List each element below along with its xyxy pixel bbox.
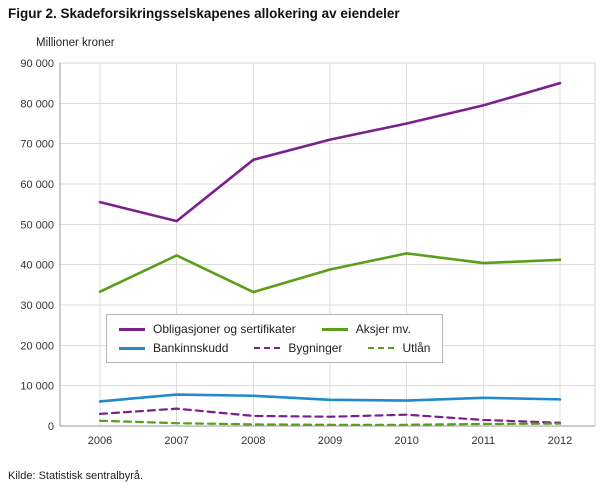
x-axis-tick-label: 2007 [164, 435, 188, 447]
legend-line-sample [254, 347, 281, 349]
legend-line-sample [321, 327, 348, 331]
y-axis-tick-label: 70 000 [20, 139, 54, 151]
x-axis-tick-label: 2011 [472, 435, 496, 447]
y-axis-unit-label: Millioner kroner [36, 37, 115, 49]
series-line [98, 393, 562, 403]
y-axis-tick-label: 60 000 [20, 179, 54, 191]
legend-item: Bygninger [254, 341, 342, 355]
legend-label: Obligasjoner og sertifikater [153, 322, 296, 336]
y-axis-tick-label: 30 000 [20, 300, 54, 312]
legend-label: Utlån [402, 341, 431, 355]
legend-line-sample [368, 347, 395, 349]
plot-frame [59, 62, 596, 427]
legend-item: Aksjer mv. [321, 322, 411, 336]
legend-item: Obligasjoner og sertifikater [119, 322, 296, 336]
source-note: Kilde: Statistisk sentralbyrå. [8, 470, 144, 482]
chart-title: Figur 2. Skadeforsikringsselskapenes all… [8, 6, 400, 21]
x-axis-tick-label: 2010 [394, 435, 418, 447]
legend-item: Utlån [368, 341, 430, 355]
y-axis-tick-label: 40 000 [20, 260, 54, 272]
y-axis-tick-label: 20 000 [20, 340, 54, 352]
series-line [98, 407, 562, 424]
legend-label: Bankinnskudd [153, 341, 229, 355]
y-axis-tick-label: 10 000 [20, 381, 54, 393]
y-axis-tick-label: 90 000 [20, 58, 54, 70]
legend-line-sample [119, 327, 145, 331]
y-axis-tick-label: 80 000 [20, 98, 54, 110]
legend-row: Bankinnskudd Bygninger Utlån [119, 341, 430, 355]
x-axis-tick-label: 2012 [548, 435, 572, 447]
y-axis-tick-label: 0 [48, 421, 54, 433]
legend-row: Obligasjoner og sertifikater Aksjer mv. [119, 322, 430, 336]
y-axis-tick-label: 50 000 [20, 219, 54, 231]
x-axis-tick-label: 2009 [318, 435, 342, 447]
series-line [98, 252, 562, 294]
x-axis-tick-label: 2006 [88, 435, 112, 447]
legend-line-sample [119, 346, 145, 350]
series-line [98, 81, 562, 223]
legend-item: Bankinnskudd [119, 341, 228, 355]
series-line [98, 419, 562, 426]
legend-label: Aksjer mv. [355, 322, 411, 336]
legend-label: Bygninger [288, 341, 343, 355]
chart-legend: Obligasjoner og sertifikater Aksjer mv. Ba… [106, 314, 444, 363]
x-axis-tick-label: 2008 [241, 435, 265, 447]
line-chart: 0 10 000 20 000 30 000 40 000 50 000 60 000 70 … [20, 58, 596, 447]
